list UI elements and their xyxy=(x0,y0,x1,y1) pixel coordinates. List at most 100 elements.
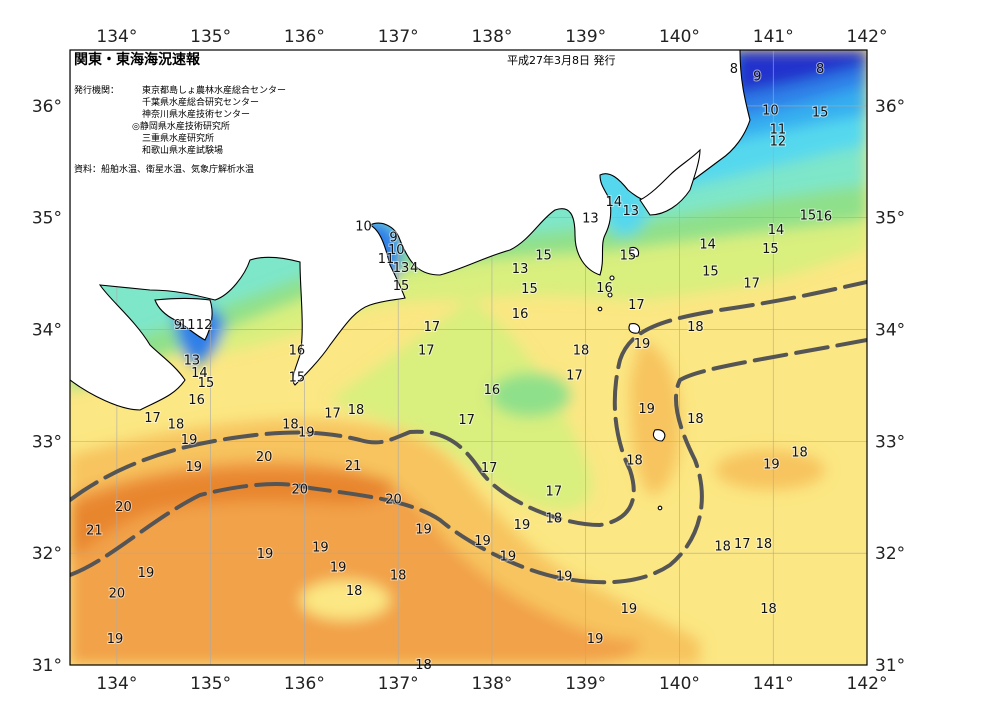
isotherm-label: 18 xyxy=(282,417,299,432)
isotherm-label: 12 xyxy=(770,135,787,150)
lat-tick-label-left: 31° xyxy=(32,656,62,676)
isotherm-label: 18 xyxy=(390,568,407,583)
isotherm-label: 17 xyxy=(734,537,751,552)
isotherm-label: 8 xyxy=(730,62,738,77)
isotherm-label: 15 xyxy=(521,282,538,297)
isotherm-label: 15 xyxy=(620,249,637,264)
issuer-item: ◎静岡県水産技術研究所 xyxy=(132,120,230,132)
lon-tick-label-bottom: 135° xyxy=(190,674,231,694)
sst-zone-17b xyxy=(330,300,592,510)
isotherm-label: 8 xyxy=(816,62,824,77)
lat-tick-label-right: 31° xyxy=(875,656,905,676)
isotherm-label: 9 xyxy=(389,231,397,246)
isotherm-label: 18 xyxy=(626,453,643,468)
lat-tick-label-left: 36° xyxy=(32,97,62,117)
isotherm-label: 14 xyxy=(699,237,716,252)
isotherm-label: 15 xyxy=(702,264,719,279)
isotherm-label: 13 xyxy=(622,204,639,219)
isotherm-label: 19 xyxy=(298,425,315,440)
lon-tick-label-top: 141° xyxy=(753,27,794,47)
sst-zone-17-sw xyxy=(300,580,390,620)
isotherm-label: 18 xyxy=(791,445,808,460)
isotherm-label: 16 xyxy=(484,383,501,398)
isotherm-label: 19 xyxy=(415,523,432,538)
isotherm-label: 19 xyxy=(107,632,124,647)
isotherm-label: 9 xyxy=(174,318,182,333)
isotherm-label: 19 xyxy=(185,460,202,475)
lat-tick-label-right: 35° xyxy=(875,209,905,229)
isotherm-label: 18 xyxy=(573,344,590,359)
issuers-label: 発行機関： xyxy=(74,84,119,96)
isotherm-label: 19 xyxy=(621,602,638,617)
isotherm-label: 17 xyxy=(481,461,498,476)
lon-tick-label-top: 137° xyxy=(378,27,419,47)
isotherm-label: 15 xyxy=(289,371,306,386)
lon-tick-label-top: 134° xyxy=(96,27,137,47)
sst-zone-19-east xyxy=(630,340,681,495)
isotherm-label: 19 xyxy=(138,566,155,581)
lon-tick-label-bottom: 137° xyxy=(378,674,419,694)
isotherm-label: 10 xyxy=(355,220,372,235)
isotherm-label: 17 xyxy=(628,298,645,313)
isotherm-label: 19 xyxy=(330,561,347,576)
isotherm-label: 20 xyxy=(291,482,308,497)
land-small-island-3 xyxy=(597,306,603,312)
isotherm-label: 21 xyxy=(86,524,103,539)
isotherm-label: 4 xyxy=(410,261,418,276)
isotherm-label: 14 xyxy=(191,366,208,381)
issuer-item: 神奈川県水産技術センター xyxy=(142,108,250,120)
land-chiba xyxy=(639,148,701,216)
land-small-island xyxy=(609,275,615,281)
isotherm-label: 17 xyxy=(546,485,563,500)
isotherm-label: 15 xyxy=(762,242,779,257)
kuroshio-axis xyxy=(70,280,867,585)
lon-tick-label-bottom: 134° xyxy=(96,674,137,694)
sst-zone-20 xyxy=(70,459,640,665)
data-source: 資料：船舶水温、衛星水温、気象庁解析水温 xyxy=(74,163,254,175)
isotherm-label: 19 xyxy=(587,632,604,647)
issuer-item: 和歌山県水産試験場 xyxy=(142,144,223,156)
lon-tick-label-top: 140° xyxy=(659,27,700,47)
isotherm-label: 13 xyxy=(184,354,201,369)
sst-zone-19-ne xyxy=(715,450,825,490)
land-miyake xyxy=(628,323,641,334)
lon-tick-label-bottom: 140° xyxy=(659,674,700,694)
isotherm-label: 11 xyxy=(378,252,395,267)
isotherm-label: 18 xyxy=(687,320,704,335)
isotherm-label: 17 xyxy=(144,411,161,426)
isotherm-label: 18 xyxy=(346,584,363,599)
land-small-island-4 xyxy=(657,505,663,511)
lon-tick-label-top: 135° xyxy=(190,27,231,47)
lon-tick-label-bottom: 136° xyxy=(284,674,325,694)
kuroshio-south-boundary xyxy=(70,338,867,585)
sst-zone-21 xyxy=(70,469,393,560)
isotherm-label: 15 xyxy=(812,106,829,121)
land-shikoku-awaji xyxy=(154,297,213,341)
isotherm-label: 16 xyxy=(289,344,306,359)
isotherm-label: 15 xyxy=(800,208,817,223)
isotherm-label: 19 xyxy=(556,570,573,585)
isotherm-label: 11 xyxy=(179,318,196,333)
lat-tick-label-right: 33° xyxy=(875,432,905,452)
axis-tick-labels: 134° 134° 135° 135° 136° 136° 137° 137° 138° 138°… xyxy=(32,27,905,694)
isotherm-label: 9 xyxy=(753,70,761,85)
land-small-island-2 xyxy=(607,292,613,298)
isotherm-label: 16 xyxy=(816,209,833,224)
lon-tick-label-top: 139° xyxy=(565,27,606,47)
sst-zone-16-eddy xyxy=(490,373,570,417)
kuroshio-north-boundary xyxy=(70,280,867,528)
isotherm-label: 19 xyxy=(181,433,198,448)
isotherm-label: 19 xyxy=(638,402,655,417)
isotherm-label: 15 xyxy=(393,279,410,294)
lon-tick-label-bottom: 138° xyxy=(471,674,512,694)
isotherm-label: 12 xyxy=(196,318,213,333)
lat-tick-label-left: 32° xyxy=(32,544,62,564)
lon-tick-label-top: 142° xyxy=(847,27,888,47)
lon-tick-label-bottom: 139° xyxy=(565,674,606,694)
isotherm-label: 19 xyxy=(312,540,329,555)
isotherm-label: 16 xyxy=(596,281,613,296)
isotherm-label: 20 xyxy=(385,492,402,507)
isotherm-label: 19 xyxy=(474,534,491,549)
issuer-item: 千葉県水産総合研究センター xyxy=(142,96,259,108)
